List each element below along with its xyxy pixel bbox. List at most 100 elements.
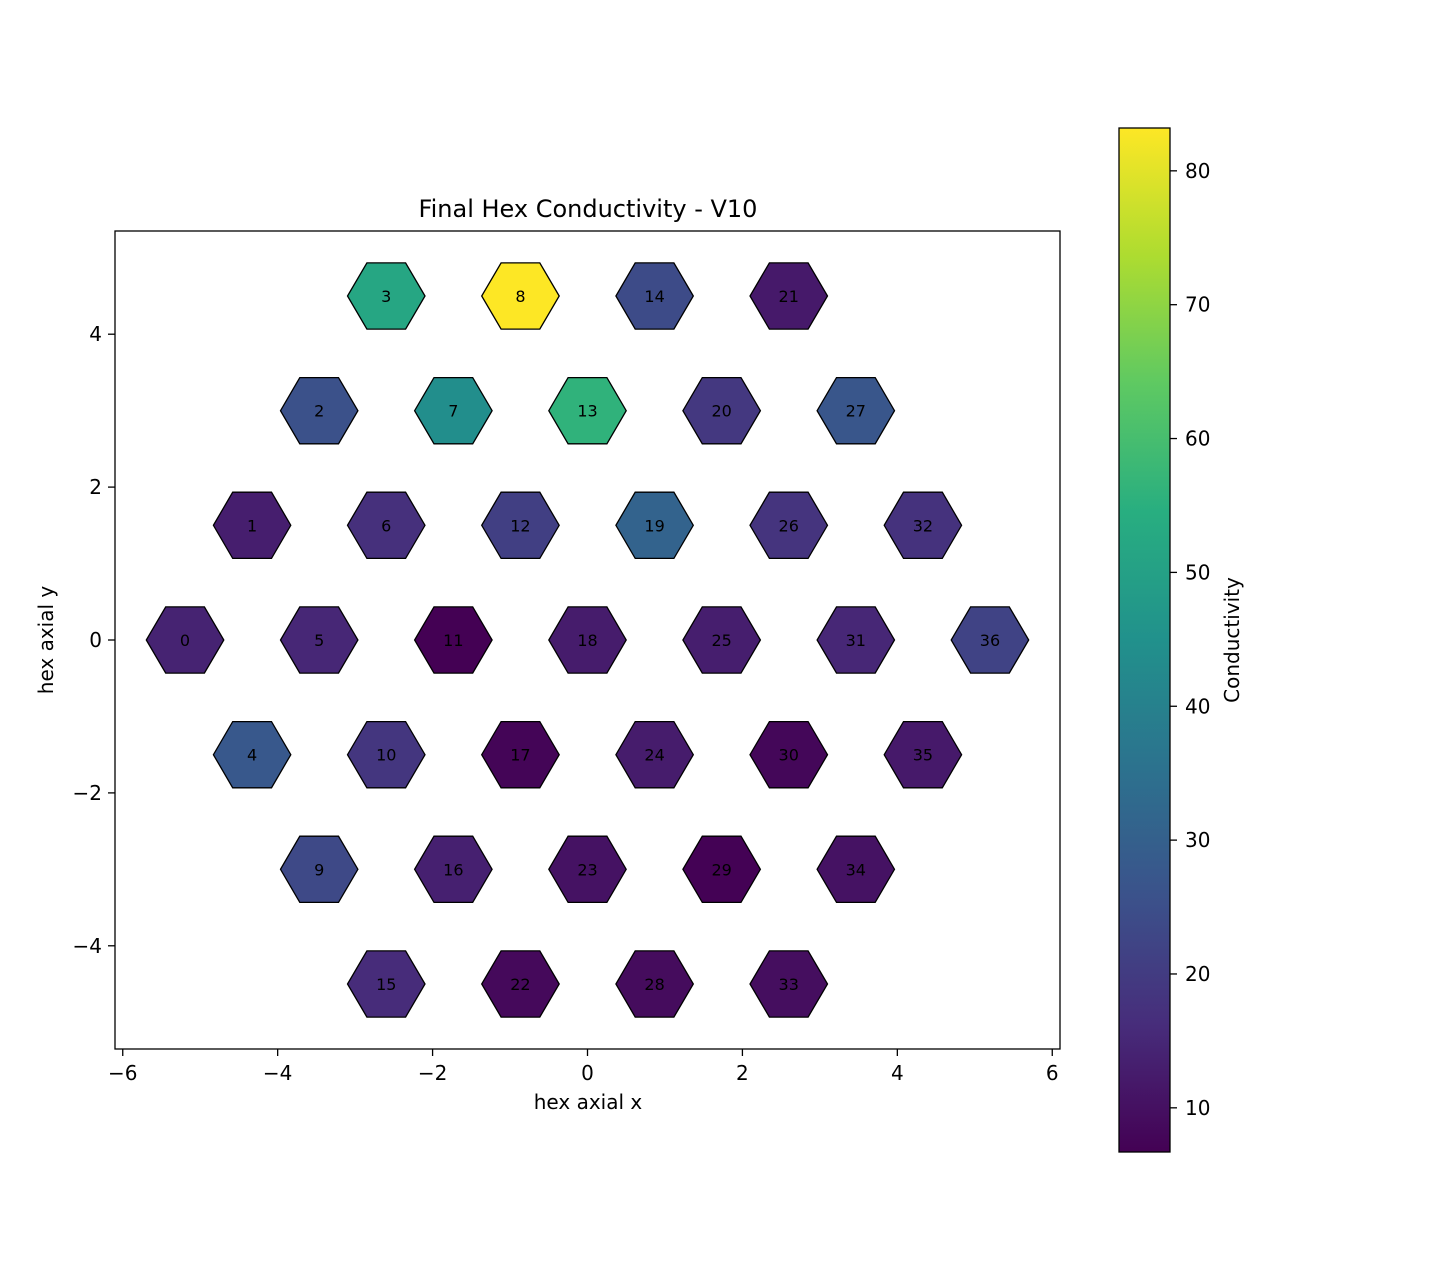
hex-cell-label: 2 bbox=[314, 402, 324, 421]
y-tick-label: 0 bbox=[89, 628, 102, 652]
colorbar-tick-label: 70 bbox=[1185, 293, 1210, 317]
hex-cell-label: 11 bbox=[443, 631, 463, 650]
hex-cell bbox=[615, 720, 695, 789]
hex-cell bbox=[615, 491, 695, 560]
hex-cell-label: 24 bbox=[644, 746, 664, 765]
hex-cell bbox=[279, 606, 359, 674]
hex-cell bbox=[480, 491, 560, 560]
hex-cell-label: 35 bbox=[913, 746, 933, 765]
colorbar-ticks: 10 20 30 40 50 60 70 80 bbox=[1170, 159, 1210, 1120]
hex-cell-label: 22 bbox=[510, 975, 530, 994]
hex-cell bbox=[883, 720, 963, 789]
colorbar-tick-label: 80 bbox=[1185, 159, 1210, 183]
colorbar-tick-label: 30 bbox=[1185, 828, 1210, 852]
hex-cell-label: 21 bbox=[779, 287, 799, 306]
hex-cell-label: 18 bbox=[577, 631, 597, 650]
hex-cell-label: 23 bbox=[577, 860, 597, 879]
x-tick-label: −4 bbox=[263, 1061, 292, 1085]
hex-cell-label: 14 bbox=[644, 287, 664, 306]
hex-cell-label: 20 bbox=[711, 402, 731, 421]
hex-cell-label: 36 bbox=[980, 631, 1000, 650]
x-tick-label: −2 bbox=[418, 1061, 447, 1085]
hex-cell-label: 27 bbox=[846, 402, 866, 421]
hex-cell-label: 7 bbox=[448, 402, 458, 421]
hex-cell bbox=[749, 950, 829, 1018]
hex-cell bbox=[682, 606, 762, 674]
hex-cell bbox=[883, 491, 963, 560]
hex-cell-label: 29 bbox=[711, 860, 731, 879]
hex-cell-label: 34 bbox=[846, 860, 866, 879]
colorbar-tick-label: 10 bbox=[1185, 1096, 1210, 1120]
hex-cell bbox=[413, 835, 493, 904]
y-axis: −4 −2 0 2 4 bbox=[73, 322, 115, 958]
hex-cell bbox=[346, 950, 426, 1018]
hex-cell-label: 17 bbox=[510, 746, 530, 765]
y-tick-label: 2 bbox=[89, 475, 102, 499]
hex-cell-label: 19 bbox=[644, 516, 664, 535]
hex-cell-label: 3 bbox=[381, 287, 391, 306]
hex-cell bbox=[548, 606, 627, 674]
hex-cell bbox=[413, 376, 493, 445]
hex-cell-label: 10 bbox=[376, 746, 396, 765]
hex-cell bbox=[145, 606, 225, 674]
hex-cell bbox=[682, 835, 762, 904]
hex-cell bbox=[615, 950, 695, 1018]
hex-cell bbox=[816, 835, 896, 904]
hex-cell-label: 25 bbox=[711, 631, 731, 650]
hex-cell bbox=[749, 262, 829, 330]
hex-cell bbox=[749, 720, 829, 789]
colorbar-tick-label: 50 bbox=[1185, 560, 1210, 584]
plot-area: 0123456789101112131415161718192021222324… bbox=[145, 262, 1030, 1018]
x-tick-label: −6 bbox=[108, 1061, 137, 1085]
x-axis: −6 −4 −2 0 2 4 6 bbox=[108, 1049, 1059, 1085]
y-tick-label: −2 bbox=[73, 781, 102, 805]
hex-cell-label: 33 bbox=[779, 975, 799, 994]
y-tick-label: 4 bbox=[89, 322, 102, 346]
x-axis-label: hex axial x bbox=[534, 1090, 643, 1114]
hex-cell-label: 31 bbox=[846, 631, 866, 650]
hex-cell bbox=[480, 950, 560, 1018]
colorbar-tick-label: 20 bbox=[1185, 962, 1210, 986]
chart-title: Final Hex Conductivity - V10 bbox=[419, 195, 758, 223]
x-tick-label: 4 bbox=[891, 1061, 904, 1085]
x-tick-label: 2 bbox=[736, 1061, 749, 1085]
hex-cell-label: 30 bbox=[779, 746, 799, 765]
hex-cell-label: 26 bbox=[779, 516, 799, 535]
hex-cell bbox=[212, 491, 292, 560]
hex-cell-label: 1 bbox=[247, 516, 257, 535]
hex-cell bbox=[480, 262, 560, 330]
hex-cell bbox=[816, 376, 896, 445]
y-tick-label: −4 bbox=[73, 934, 102, 958]
hex-cell-label: 15 bbox=[376, 975, 396, 994]
hex-cell bbox=[346, 720, 426, 789]
hex-cell bbox=[346, 491, 426, 560]
hex-cell bbox=[480, 720, 560, 789]
hex-cell-label: 8 bbox=[515, 287, 525, 306]
colorbar-tick-label: 60 bbox=[1185, 427, 1210, 451]
hex-cell bbox=[615, 262, 695, 330]
hex-cell bbox=[212, 720, 292, 789]
hex-cell bbox=[279, 835, 359, 904]
hex-cell-label: 13 bbox=[577, 402, 597, 421]
hex-cell bbox=[950, 606, 1030, 674]
hex-cell bbox=[682, 376, 762, 445]
hex-cell bbox=[279, 376, 359, 445]
hex-cell-label: 6 bbox=[381, 516, 391, 535]
x-tick-label: 6 bbox=[1046, 1061, 1059, 1085]
hex-cell bbox=[749, 491, 829, 560]
colorbar-label: Conductivity bbox=[1220, 577, 1244, 703]
hex-cell-label: 16 bbox=[443, 860, 463, 879]
hex-cell-label: 9 bbox=[314, 860, 324, 879]
y-axis-label: hex axial y bbox=[34, 586, 58, 695]
colorbar-tick-label: 40 bbox=[1185, 694, 1210, 718]
x-tick-label: 0 bbox=[581, 1061, 594, 1085]
hex-cell bbox=[413, 606, 493, 674]
hex-cell-label: 0 bbox=[180, 631, 190, 650]
hex-cell bbox=[816, 606, 896, 674]
hex-cell bbox=[346, 262, 426, 330]
colorbar: 10 20 30 40 50 60 70 80 Conductivity bbox=[1118, 127, 1244, 1153]
hex-cell-label: 5 bbox=[314, 631, 324, 650]
hex-cell bbox=[548, 376, 627, 445]
hex-cell-label: 32 bbox=[913, 516, 933, 535]
